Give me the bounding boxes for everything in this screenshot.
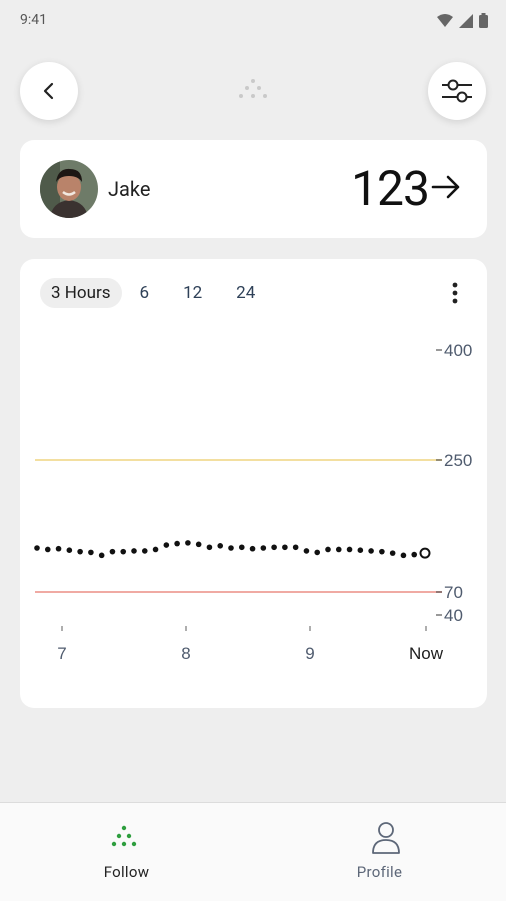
status-icons (437, 13, 488, 28)
chevron-left-icon (43, 82, 54, 100)
data-point (77, 548, 83, 555)
sliders-icon (442, 79, 472, 103)
x-tick-label: 9 (305, 644, 314, 663)
x-tick-label: 7 (57, 644, 66, 663)
time-range-tabs: 3 Hours 6 12 24 (40, 278, 279, 308)
user-card[interactable]: Jake 123 (20, 140, 487, 238)
tab-3-hours[interactable]: 3 Hours (40, 278, 122, 308)
data-point (131, 548, 137, 554)
data-point (314, 549, 321, 556)
x-tick-label: 8 (181, 644, 190, 663)
nav-profile-label: Profile (356, 863, 403, 881)
y-tick-label: 400 (444, 341, 472, 360)
data-point (271, 544, 277, 551)
glucose-reading: 123 (351, 160, 430, 217)
glucose-chart: 400 250 70 40 7 8 9 Now (34, 341, 472, 663)
x-tick-label: Now (409, 644, 444, 663)
data-point (379, 548, 385, 555)
bottom-navigation: Follow Profile (0, 802, 506, 901)
nav-profile[interactable]: Profile (253, 803, 506, 901)
data-point (400, 552, 407, 559)
data-point (141, 548, 148, 554)
data-point (109, 548, 116, 555)
nav-follow-label: Follow (103, 863, 150, 881)
data-point (185, 540, 191, 546)
avatar (40, 160, 98, 218)
nav-follow[interactable]: Follow (0, 803, 253, 901)
back-button[interactable] (20, 62, 78, 120)
battery-icon (479, 13, 488, 28)
wifi-icon (437, 13, 453, 27)
data-point (357, 547, 364, 553)
tab-24-hours[interactable]: 24 (236, 283, 256, 303)
data-point (217, 543, 224, 549)
data-point (55, 545, 62, 552)
data-point (195, 541, 202, 548)
data-point (389, 550, 396, 556)
data-point (368, 548, 374, 554)
tab-6-hours[interactable]: 6 (139, 283, 150, 303)
y-tick-label: 250 (444, 451, 472, 470)
data-point (411, 551, 418, 558)
status-time: 9:41 (20, 12, 47, 28)
current-reading-point (419, 547, 431, 559)
cell-signal-icon (459, 13, 473, 28)
data-point (163, 542, 170, 548)
y-tick-label: 70 (444, 583, 463, 602)
data-point (325, 546, 331, 553)
data-point (152, 546, 159, 553)
data-point (66, 547, 73, 553)
chart-card: 3 Hours 6 12 24 400 250 70 40 7 8 9 Now (20, 259, 487, 708)
data-point (88, 549, 94, 556)
dots-triangle-icon (111, 825, 137, 847)
user-name: Jake (108, 177, 151, 201)
tab-12-hours[interactable]: 12 (183, 283, 203, 303)
dots-triangle-logo (239, 79, 267, 98)
filter-button[interactable] (428, 62, 486, 120)
y-tick-label: 40 (444, 606, 463, 625)
data-point (260, 545, 267, 551)
data-point (249, 545, 256, 552)
data-point (44, 546, 51, 553)
data-point (34, 545, 40, 551)
data-point (292, 544, 299, 551)
data-point (228, 545, 234, 551)
data-point (174, 540, 180, 547)
status-bar: 9:41 (0, 0, 506, 44)
more-options-icon[interactable] (443, 279, 467, 307)
data-point (120, 548, 127, 555)
data-point (346, 546, 353, 553)
arrow-right-icon (431, 175, 460, 199)
data-point (335, 546, 342, 553)
data-point (238, 544, 245, 551)
data-point (206, 544, 213, 551)
data-point (282, 544, 288, 551)
data-point (303, 548, 310, 554)
person-icon (372, 822, 400, 854)
data-point (98, 552, 105, 559)
